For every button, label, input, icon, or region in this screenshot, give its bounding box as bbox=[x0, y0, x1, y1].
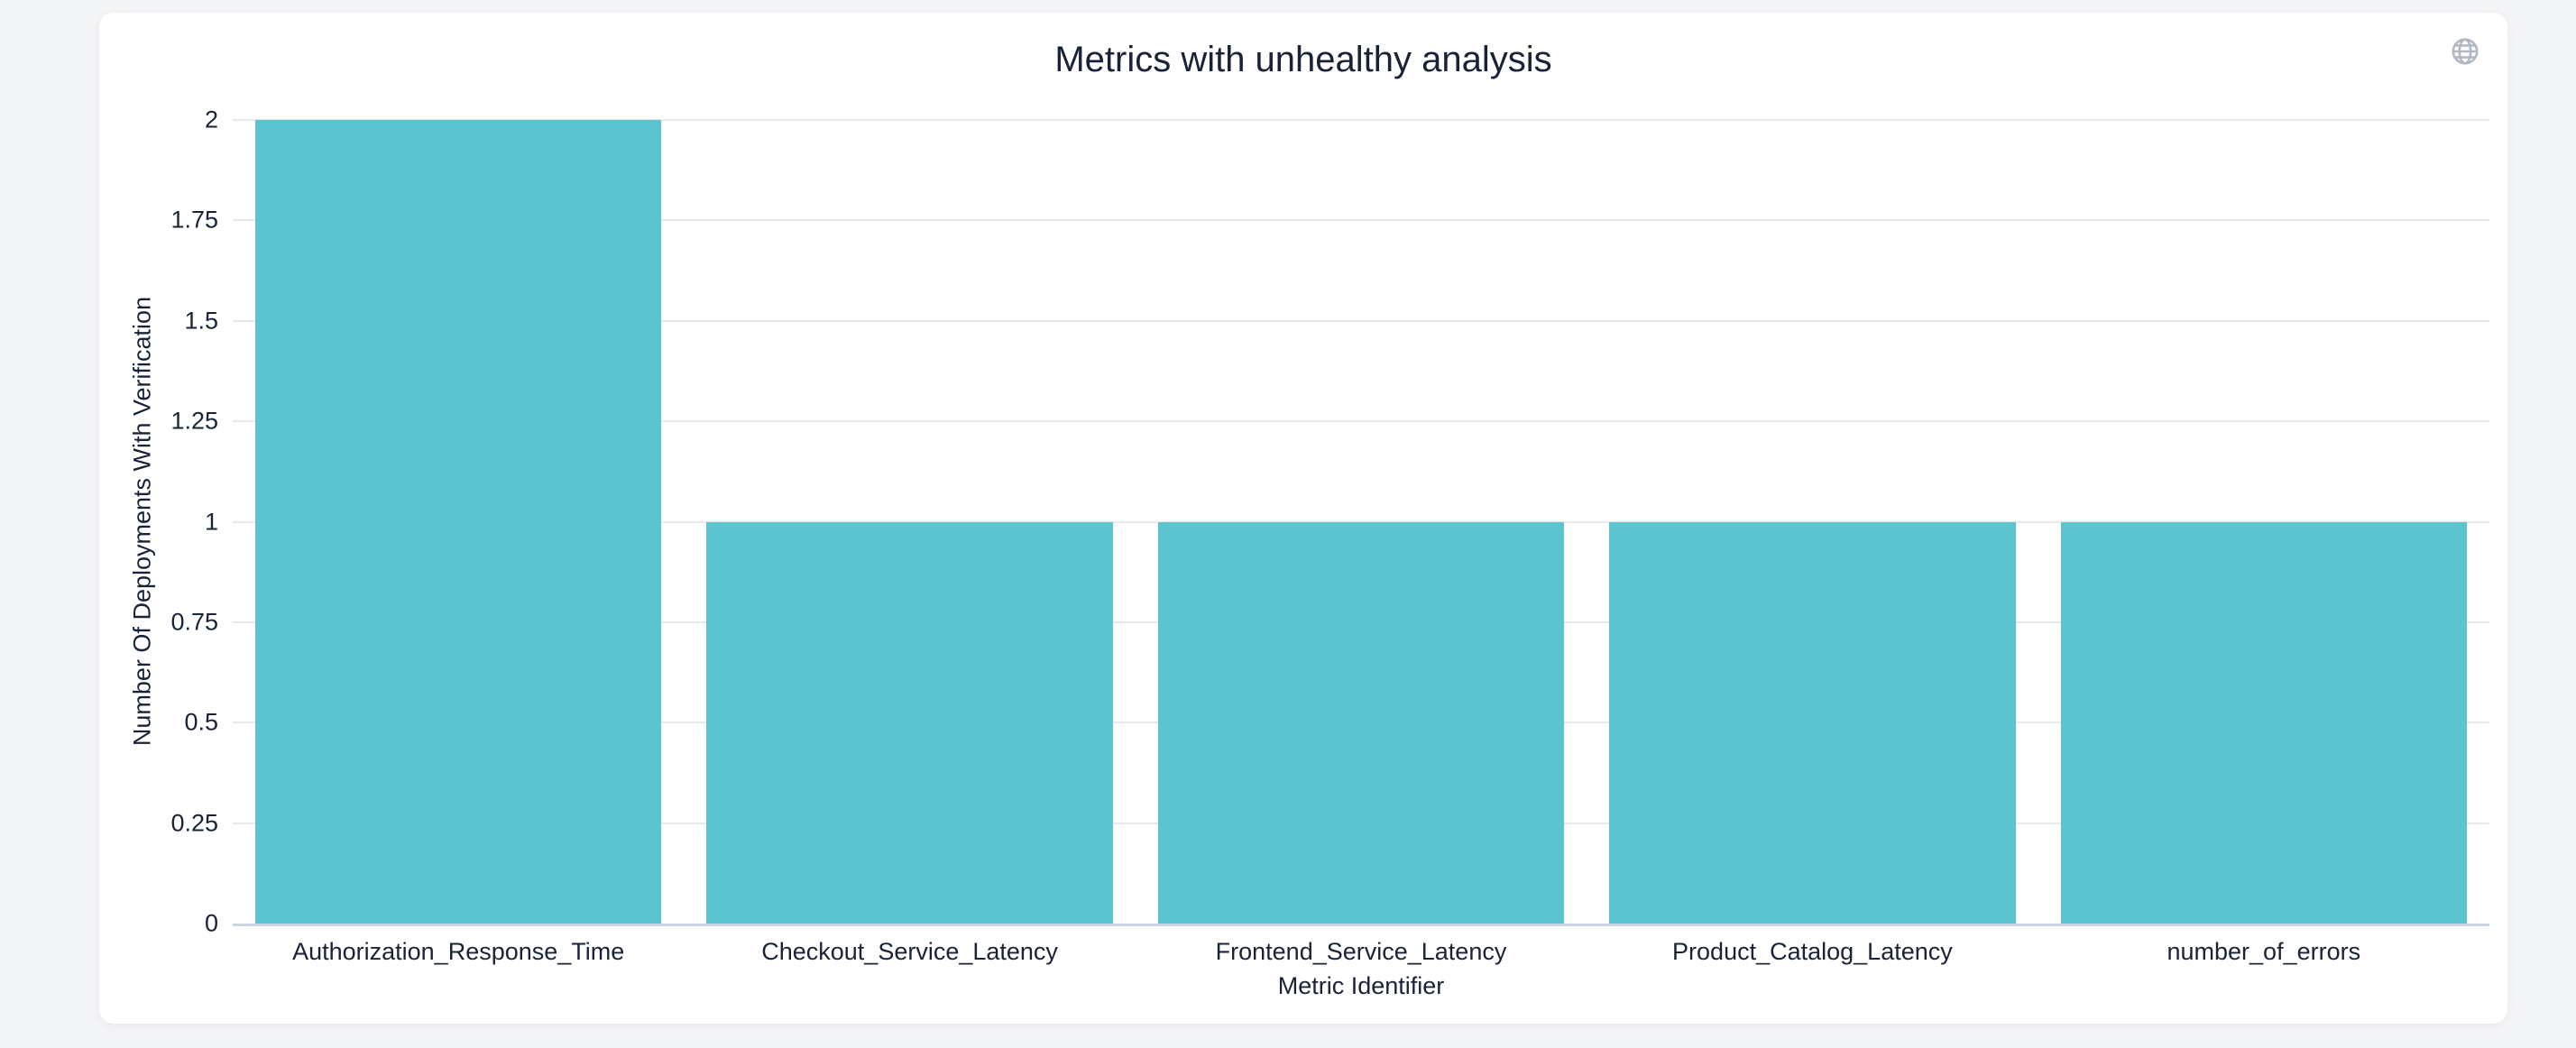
y-tick-label: 0.25 bbox=[170, 809, 218, 837]
y-tick-label: 1.5 bbox=[184, 307, 218, 335]
gridline bbox=[233, 219, 2489, 222]
y-tick-label: 1.75 bbox=[170, 206, 218, 234]
x-category-label: Authorization_Response_Time bbox=[292, 938, 625, 965]
x-category-label: Product_Catalog_Latency bbox=[1672, 938, 1953, 965]
bar[interactable] bbox=[706, 521, 1113, 924]
x-category-label: Frontend_Service_Latency bbox=[1215, 938, 1507, 965]
globe-icon[interactable] bbox=[2451, 37, 2479, 66]
gridline bbox=[233, 119, 2489, 121]
chart-title: Metrics with unhealthy analysis bbox=[1054, 40, 1552, 79]
x-category-label: number_of_errors bbox=[2167, 938, 2361, 965]
x-axis-category-labels: Authorization_Response_Time Checkout_Serv… bbox=[233, 938, 2489, 969]
x-axis-line bbox=[233, 924, 2489, 926]
y-tick-label: 0.5 bbox=[184, 708, 218, 736]
x-category-label: Checkout_Service_Latency bbox=[761, 938, 1058, 965]
y-tick-label: 0.75 bbox=[170, 608, 218, 636]
chart-card: Metrics with unhealthy analysis Number O… bbox=[99, 13, 2507, 1024]
bar[interactable] bbox=[1157, 521, 1565, 924]
bar[interactable] bbox=[1609, 521, 2016, 924]
y-axis-tick-labels: 0 0.25 0.5 0.75 1 1.25 1.5 1.75 2 bbox=[99, 106, 218, 937]
x-axis-title: Metric Identifier bbox=[1277, 972, 1445, 999]
gridline bbox=[233, 420, 2489, 423]
y-tick-label: 1 bbox=[204, 508, 218, 535]
gridline bbox=[233, 319, 2489, 322]
bar[interactable] bbox=[255, 120, 662, 924]
bar[interactable] bbox=[2060, 521, 2467, 924]
y-tick-label: 1.25 bbox=[170, 407, 218, 435]
plot-area bbox=[233, 119, 2489, 926]
y-tick-label: 2 bbox=[204, 106, 218, 133]
y-tick-label: 0 bbox=[204, 909, 218, 937]
